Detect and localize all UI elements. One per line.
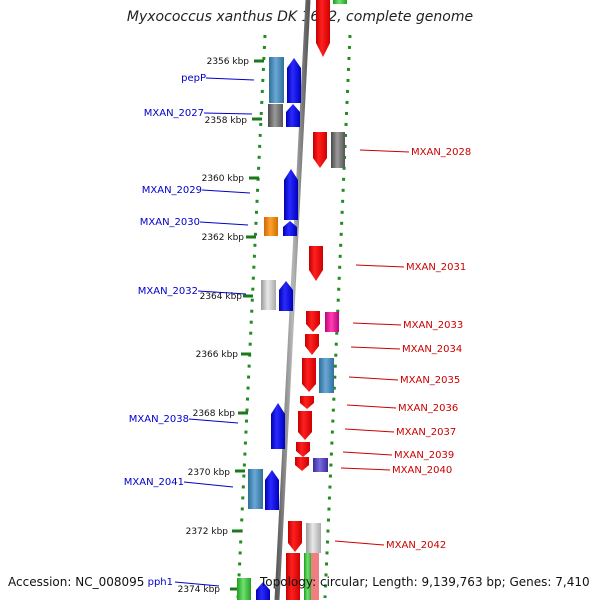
gene-arrow[interactable]: [300, 396, 314, 409]
gene-arrow[interactable]: [279, 281, 293, 311]
ruler-label-2368: 2368 kbp: [193, 409, 236, 419]
gene-arrow[interactable]: [295, 457, 309, 471]
gene-arrow[interactable]: [309, 246, 323, 281]
gene-label-mxan-2040[interactable]: MXAN_2040: [392, 465, 452, 476]
gene-label-mxan-2039[interactable]: MXAN_2039: [394, 450, 454, 461]
gene-label-mxan-2041[interactable]: MXAN_2041: [124, 477, 184, 488]
gene-box[interactable]: [306, 523, 321, 553]
gene-arrow[interactable]: [256, 582, 270, 600]
gene-arrow[interactable]: [265, 470, 279, 510]
ruler-label-2356: 2356 kbp: [207, 57, 250, 67]
reverse-strand-genes: [286, 0, 347, 600]
gene-arrow[interactable]: [305, 334, 319, 355]
gene-label-mxan-2029[interactable]: MXAN_2029: [142, 185, 202, 196]
gene-arrow[interactable]: [286, 104, 300, 127]
ruler-label-2370: 2370 kbp: [188, 468, 231, 478]
gene-label-mxan-2042[interactable]: MXAN_2042: [386, 540, 446, 551]
gene-label-pepP[interactable]: pepP: [181, 73, 206, 84]
gene-box[interactable]: [313, 458, 328, 472]
gene-arrow[interactable]: [306, 311, 320, 332]
gene-label-mxan-2033[interactable]: MXAN_2033: [403, 320, 463, 331]
gene-box[interactable]: [319, 358, 334, 393]
ruler-label-2366: 2366 kbp: [196, 350, 239, 360]
gene-box[interactable]: [269, 57, 284, 103]
gene-label-pph1[interactable]: pph1: [148, 577, 173, 588]
accession-label: Accession: NC_008095: [8, 575, 145, 589]
gene-label-mxan-2028[interactable]: MXAN_2028: [411, 147, 471, 158]
ruler-label-2372: 2372 kbp: [186, 527, 229, 537]
gene-label-mxan-2037[interactable]: MXAN_2037: [396, 427, 456, 438]
map-title: Myxococcus xanthus DK 1622, complete gen…: [126, 9, 474, 25]
gene-box[interactable]: [268, 104, 283, 127]
gene-label-mxan-2035[interactable]: MXAN_2035: [400, 375, 460, 386]
gene-arrow[interactable]: [333, 0, 347, 4]
gene-box[interactable]: [264, 217, 278, 236]
ruler-label-2358: 2358 kbp: [205, 116, 248, 126]
gene-arrow[interactable]: [287, 58, 301, 103]
gene-label-mxan-2036[interactable]: MXAN_2036: [398, 403, 458, 414]
ruler-label-2362: 2362 kbp: [202, 233, 245, 243]
ruler-ticks: [230, 59, 264, 591]
gene-arrow[interactable]: [271, 403, 285, 449]
gene-arrow[interactable]: [298, 411, 312, 440]
gene-arrow[interactable]: [296, 442, 310, 457]
gene-label-mxan-2027[interactable]: MXAN_2027: [144, 108, 204, 119]
ruler-label-2374: 2374 kbp: [178, 585, 221, 595]
forward-strand-genes: [237, 57, 301, 600]
gene-box[interactable]: [311, 553, 319, 600]
gene-arrow[interactable]: [284, 169, 298, 220]
gene-box[interactable]: [237, 578, 251, 600]
gene-arrow[interactable]: [313, 132, 327, 168]
gene-arrow[interactable]: [316, 0, 330, 57]
gene-box[interactable]: [261, 280, 276, 310]
gene-box[interactable]: [304, 553, 312, 600]
gene-label-mxan-2034[interactable]: MXAN_2034: [402, 344, 462, 355]
ruler-label-2364: 2364 kbp: [200, 292, 243, 302]
gene-box[interactable]: [331, 132, 345, 168]
gene-label-mxan-2030[interactable]: MXAN_2030: [140, 217, 200, 228]
gene-label-mxan-2031[interactable]: MXAN_2031: [406, 262, 466, 273]
gene-arrow[interactable]: [302, 358, 316, 392]
gene-box[interactable]: [248, 469, 263, 509]
gene-box[interactable]: [286, 553, 300, 600]
gene-label-mxan-2032[interactable]: MXAN_2032: [138, 286, 198, 297]
ruler-label-2360: 2360 kbp: [202, 174, 245, 184]
gene-box[interactable]: [325, 312, 339, 332]
topology-label: Topology: circular; Length: 9,139,763 bp…: [260, 575, 590, 589]
gene-arrow[interactable]: [288, 521, 302, 552]
gene-arrow[interactable]: [283, 221, 297, 236]
gene-label-mxan-2038[interactable]: MXAN_2038: [129, 414, 189, 425]
